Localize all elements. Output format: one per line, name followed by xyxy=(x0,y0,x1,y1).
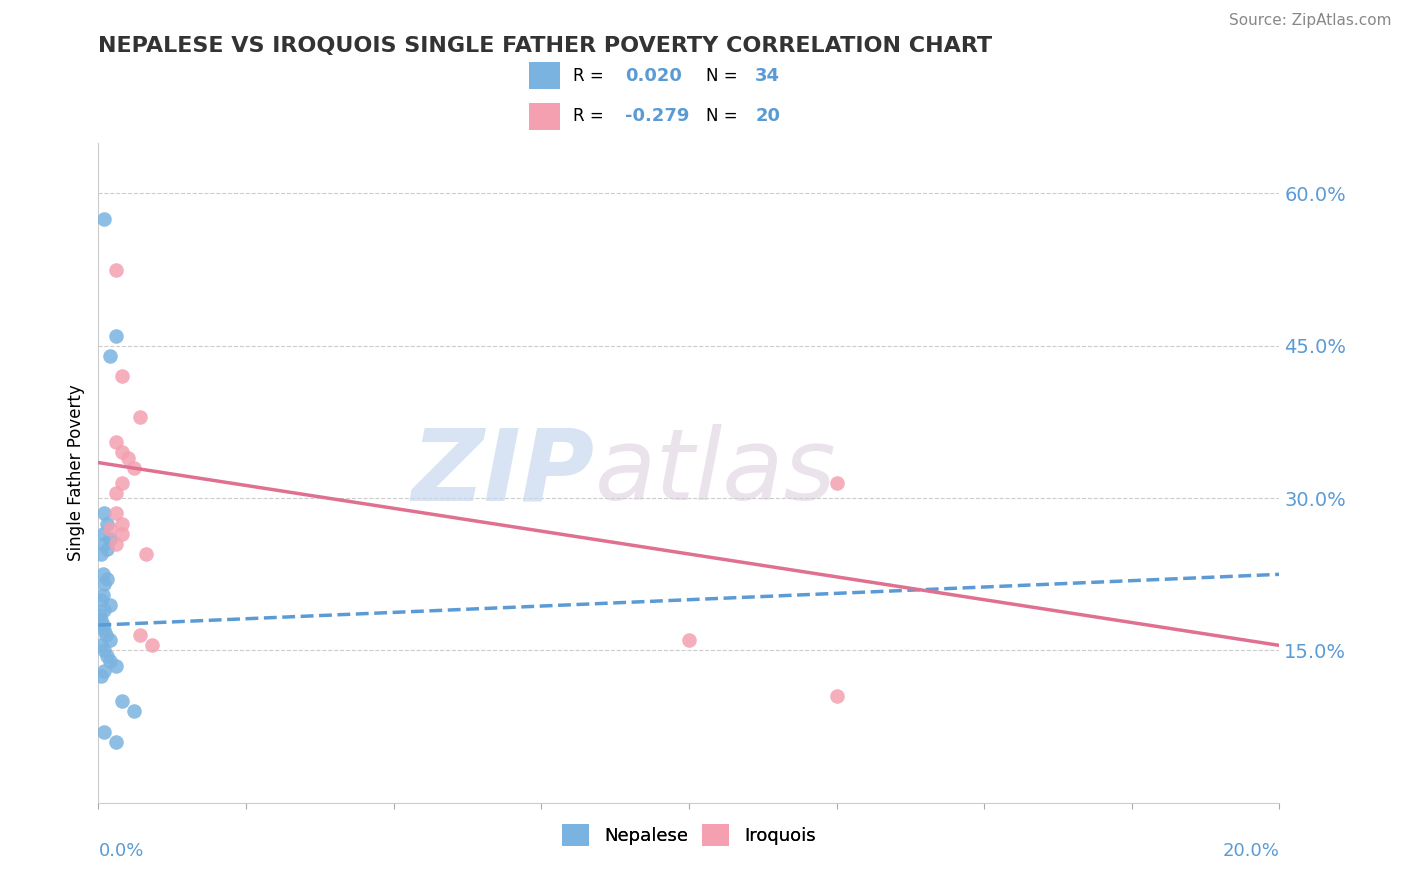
Y-axis label: Single Father Poverty: Single Father Poverty xyxy=(66,384,84,561)
Point xyxy=(90,613,112,627)
Text: 34: 34 xyxy=(755,67,780,85)
Point xyxy=(93,537,115,551)
Point xyxy=(111,526,134,541)
Point xyxy=(105,537,128,551)
Point xyxy=(128,409,150,424)
Point xyxy=(90,592,112,607)
Point xyxy=(825,475,848,490)
Point xyxy=(93,664,115,678)
Point xyxy=(94,628,117,642)
Point xyxy=(111,369,134,384)
Text: 0.0%: 0.0% xyxy=(98,842,143,861)
Text: 20.0%: 20.0% xyxy=(1223,842,1279,861)
Point xyxy=(111,694,134,708)
Point xyxy=(141,639,163,653)
Text: NEPALESE VS IROQUOIS SINGLE FATHER POVERTY CORRELATION CHART: NEPALESE VS IROQUOIS SINGLE FATHER POVER… xyxy=(98,36,993,55)
Point xyxy=(678,633,700,648)
Point xyxy=(93,211,115,226)
Point xyxy=(91,567,114,582)
Point xyxy=(105,507,128,521)
Point xyxy=(98,633,121,648)
Point xyxy=(105,328,128,343)
Point xyxy=(98,349,121,363)
Point xyxy=(89,607,111,622)
Point xyxy=(93,623,115,637)
Point xyxy=(93,643,115,657)
Point xyxy=(93,577,115,591)
FancyBboxPatch shape xyxy=(530,62,561,89)
Point xyxy=(96,541,118,556)
Text: N =: N = xyxy=(706,67,737,85)
Text: -0.279: -0.279 xyxy=(626,107,690,125)
Text: atlas: atlas xyxy=(595,425,837,521)
Point xyxy=(111,445,134,459)
Point xyxy=(98,654,121,668)
Point xyxy=(90,639,112,653)
Text: N =: N = xyxy=(706,107,737,125)
Text: Source: ZipAtlas.com: Source: ZipAtlas.com xyxy=(1229,13,1392,29)
Text: 20: 20 xyxy=(755,107,780,125)
Point xyxy=(90,669,112,683)
Point xyxy=(96,516,118,531)
Point xyxy=(96,648,118,663)
Point xyxy=(90,547,112,561)
Point xyxy=(111,516,134,531)
Point xyxy=(98,522,121,536)
Point xyxy=(105,435,128,450)
FancyBboxPatch shape xyxy=(530,103,561,130)
Text: R =: R = xyxy=(572,107,603,125)
Point xyxy=(91,618,114,632)
Point xyxy=(98,598,121,612)
Text: 0.020: 0.020 xyxy=(626,67,682,85)
Point xyxy=(93,603,115,617)
Legend: Nepalese, Iroquois: Nepalese, Iroquois xyxy=(555,817,823,853)
Point xyxy=(105,486,128,500)
Point xyxy=(91,588,114,602)
Text: ZIP: ZIP xyxy=(412,425,595,521)
Point xyxy=(117,450,139,465)
Point xyxy=(825,689,848,703)
Point xyxy=(105,735,128,749)
Point xyxy=(122,705,145,719)
Point xyxy=(93,724,115,739)
Text: R =: R = xyxy=(572,67,603,85)
Point xyxy=(93,507,115,521)
Point xyxy=(98,532,121,546)
Point xyxy=(105,658,128,673)
Point xyxy=(91,526,114,541)
Point xyxy=(96,573,118,587)
Point xyxy=(111,475,134,490)
Point xyxy=(128,628,150,642)
Point xyxy=(122,460,145,475)
Point xyxy=(105,262,128,277)
Point xyxy=(135,547,157,561)
